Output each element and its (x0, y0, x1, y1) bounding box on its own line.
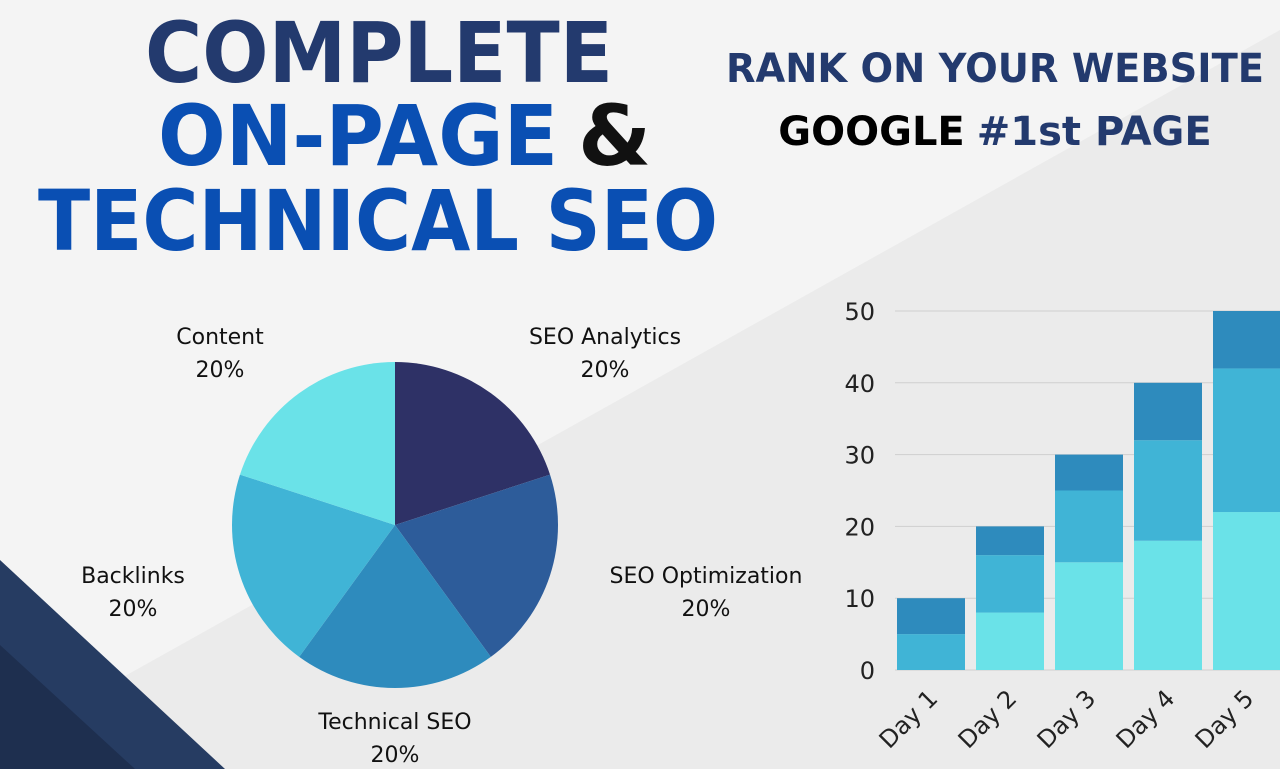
headline-line: ON-PAGE & (158, 87, 651, 185)
pie-slice (395, 362, 551, 525)
corner-shape-inner (0, 645, 135, 769)
bar-segment (976, 526, 1044, 556)
bar-segment (1055, 454, 1123, 491)
tagline: RANK ON YOUR WEBSITE GOOGLE #1st PAGE (726, 46, 1264, 155)
y-tick-label: 30 (844, 442, 875, 470)
slice-value-label: 20% (196, 358, 245, 383)
tagline-part: #1st PAGE (977, 109, 1212, 155)
bar-segment (976, 555, 1044, 613)
slice-label: SEO Analytics (529, 325, 681, 350)
headline-part: ON-PAGE (158, 87, 558, 185)
y-tick-label: 40 (844, 370, 875, 398)
bar-segment (1134, 382, 1202, 441)
headline-line: TECHNICAL SEO (38, 172, 718, 270)
bar-segment (976, 612, 1044, 670)
y-tick-label: 20 (844, 513, 875, 541)
bar-segment (1134, 440, 1202, 541)
bar-segment (1055, 490, 1123, 563)
bar-segment (1213, 512, 1280, 670)
slice-label: SEO Optimization (610, 564, 803, 589)
bar-segment (897, 598, 965, 635)
slice-value-label: 20% (109, 597, 158, 622)
y-tick-label: 50 (844, 298, 875, 326)
pie-slice (239, 362, 395, 525)
slice-label: Content (176, 325, 264, 350)
pie-slice (395, 474, 559, 657)
y-tick-label: 0 (860, 657, 875, 685)
headline-part: & (578, 87, 651, 185)
slice-value-label: 20% (371, 743, 420, 768)
headline-line: COMPLETE (145, 4, 613, 102)
pie-slice (299, 525, 491, 688)
headline: COMPLETE ON-PAGE & TECHNICAL SEO (38, 4, 718, 270)
bar-segment (1213, 311, 1280, 369)
bar-segment (1213, 368, 1280, 513)
y-tick-label: 10 (844, 585, 875, 613)
slice-value-label: 20% (581, 358, 630, 383)
tagline-line: GOOGLE #1st PAGE (778, 109, 1211, 155)
tagline-line: RANK ON YOUR WEBSITE (726, 46, 1264, 92)
slice-label: Backlinks (81, 564, 185, 589)
slice-value-label: 20% (682, 597, 731, 622)
bar-segment (1134, 540, 1202, 670)
pie-slice (231, 474, 395, 657)
bar-segment (1055, 562, 1123, 670)
tagline-part: GOOGLE (778, 109, 964, 155)
bar-segment (897, 634, 965, 670)
slice-label: Technical SEO (317, 710, 471, 735)
